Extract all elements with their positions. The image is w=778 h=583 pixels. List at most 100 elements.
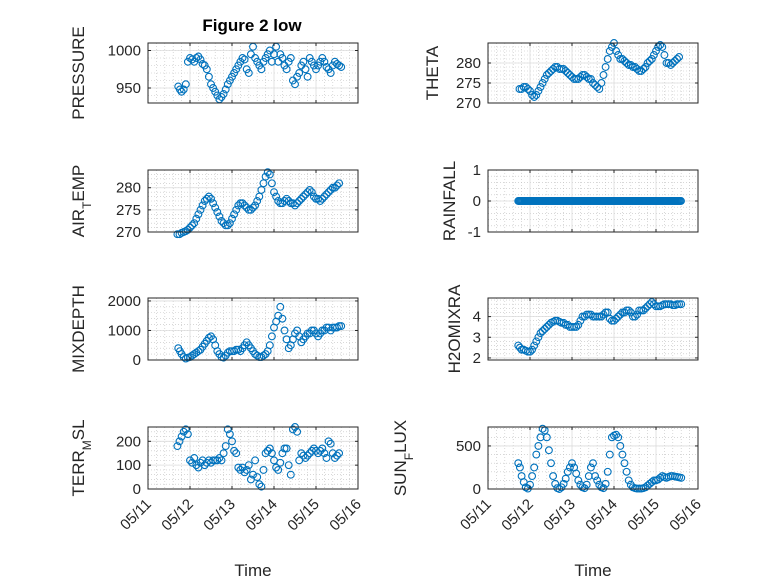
sun_flux-data-point: [532, 450, 541, 459]
theta-ytick-label: 270: [456, 95, 481, 112]
pressure-data-point: [181, 80, 190, 89]
pressure-data-point: [232, 65, 241, 74]
pressure-data-point: [284, 57, 293, 66]
theta-data-point: [641, 63, 650, 71]
h2omixra-data-point: [540, 325, 549, 333]
pressure-data-point: [286, 54, 295, 62]
terr_msl-ytick-label: 0: [133, 481, 141, 498]
pressure-data-point: [196, 55, 205, 64]
theta-data-point: [673, 55, 681, 63]
terr_msl-data-point: [240, 468, 249, 477]
air_temp-data-point: [261, 172, 270, 181]
rainfall-ylabel: RAINFALL: [440, 161, 459, 241]
h2omixra-data-point: [614, 312, 623, 321]
figure-title: Figure 2 low: [202, 16, 302, 35]
terr_msl-data-point: [217, 456, 226, 465]
theta-data-point: [675, 53, 684, 61]
terr_msl-data-point: [322, 454, 331, 462]
air_temp-ylabel: AIRTEMP: [69, 165, 94, 238]
pressure-data-point: [209, 84, 218, 92]
mixdepth-data-point: [204, 333, 213, 342]
air_temp-data-point: [309, 192, 318, 201]
terr_msl-ytick-label: 100: [116, 457, 141, 474]
pressure-data-point: [282, 65, 291, 74]
air_temp-data-point: [265, 170, 274, 179]
terr_msl-ytick-label: 200: [116, 433, 141, 450]
theta-ylabel: THETA: [423, 45, 442, 100]
theta-data-point: [601, 63, 610, 71]
sun_flux-data-point: [614, 433, 623, 442]
pressure-data-point: [312, 65, 320, 74]
pressure-data-point: [278, 54, 287, 62]
h2omixra-data-point: [673, 300, 681, 309]
h2omixra-data-point: [607, 316, 616, 325]
sun_flux-data-point: [612, 430, 621, 439]
h2omixra-series-markers: [514, 298, 686, 356]
sun_flux-data-point: [589, 459, 597, 468]
sun_flux-data-point: [542, 433, 551, 442]
pressure-data-point: [179, 85, 188, 94]
sun_flux-data-point: [586, 463, 595, 472]
mixdepth-data-point: [267, 332, 276, 341]
air_temp-data-point: [316, 197, 325, 205]
mixdepth-axes-box: [147, 297, 359, 361]
theta-axes-background: [488, 43, 698, 103]
theta-data-point: [584, 75, 593, 83]
air_temp-ytick-label: 270: [116, 224, 141, 241]
air_temp-ytick-label: 280: [116, 180, 141, 197]
sun_flux-data-point: [547, 459, 555, 468]
air_temp-data-point: [230, 210, 239, 219]
theta-data-point: [557, 65, 566, 73]
theta-data-point: [660, 51, 669, 59]
pressure-data-point: [223, 80, 232, 89]
terr_msl-data-point: [301, 454, 310, 462]
mixdepth-ylabel: MIXDEPTH: [69, 285, 88, 373]
air_temp-data-point: [213, 208, 222, 217]
pressure-data-point: [309, 61, 318, 70]
theta-ytick-label: 275: [456, 75, 481, 92]
air_temp-data-point: [232, 205, 241, 214]
sun_flux-data-point: [603, 467, 612, 476]
terr_msl-data-point: [293, 427, 302, 436]
sun_flux-data-point: [561, 474, 570, 483]
pressure-data-point: [299, 57, 308, 66]
air_temp-data-point: [318, 194, 327, 203]
terr_msl-data-point: [276, 458, 285, 467]
terr_msl-data-point: [324, 437, 333, 446]
sun_flux-data-point: [574, 476, 583, 485]
air_temp-data-point: [198, 201, 207, 210]
terr_msl-data-point: [263, 446, 272, 455]
terr_msl-data-point: [333, 451, 341, 460]
terr_msl-data-point: [335, 449, 344, 458]
theta-data-point: [639, 65, 648, 73]
mixdepth-data-point: [276, 302, 285, 311]
sun_flux-xlabel: Time: [574, 561, 611, 580]
sun_flux-data-point: [572, 469, 581, 478]
sun_flux-ylabel: SUNFLUX: [391, 420, 416, 496]
air_temp-data-point: [194, 210, 203, 219]
theta-data-point: [563, 69, 572, 77]
h2omixra-data-point: [633, 310, 642, 319]
terr_msl-data-point: [181, 425, 190, 434]
h2omixra-data-point: [515, 343, 524, 352]
air_temp-data-point: [190, 219, 199, 228]
pressure-data-point: [320, 57, 329, 66]
pressure-data-point: [207, 80, 215, 89]
air_temp-data-point: [270, 188, 278, 197]
theta-data-point: [622, 59, 631, 67]
air_temp-data-point: [215, 212, 224, 221]
h2omixra-ytick-label: 4: [473, 309, 481, 326]
mixdepth-minor-grid: [148, 298, 358, 361]
theta-data-point: [616, 55, 625, 63]
theta-data-point: [542, 71, 551, 79]
h2omixra-ytick-label: 2: [473, 350, 481, 367]
theta-data-point: [540, 75, 549, 83]
sun_flux-ytick-label: 0: [473, 481, 481, 498]
theta-data-point: [599, 71, 608, 79]
terr_msl-data-point: [318, 444, 327, 453]
sun_flux-data-point: [677, 473, 686, 482]
pressure-data-point: [225, 76, 234, 85]
air_temp-data-point: [263, 168, 272, 177]
terr_msl-tick-marks: [147, 427, 359, 490]
